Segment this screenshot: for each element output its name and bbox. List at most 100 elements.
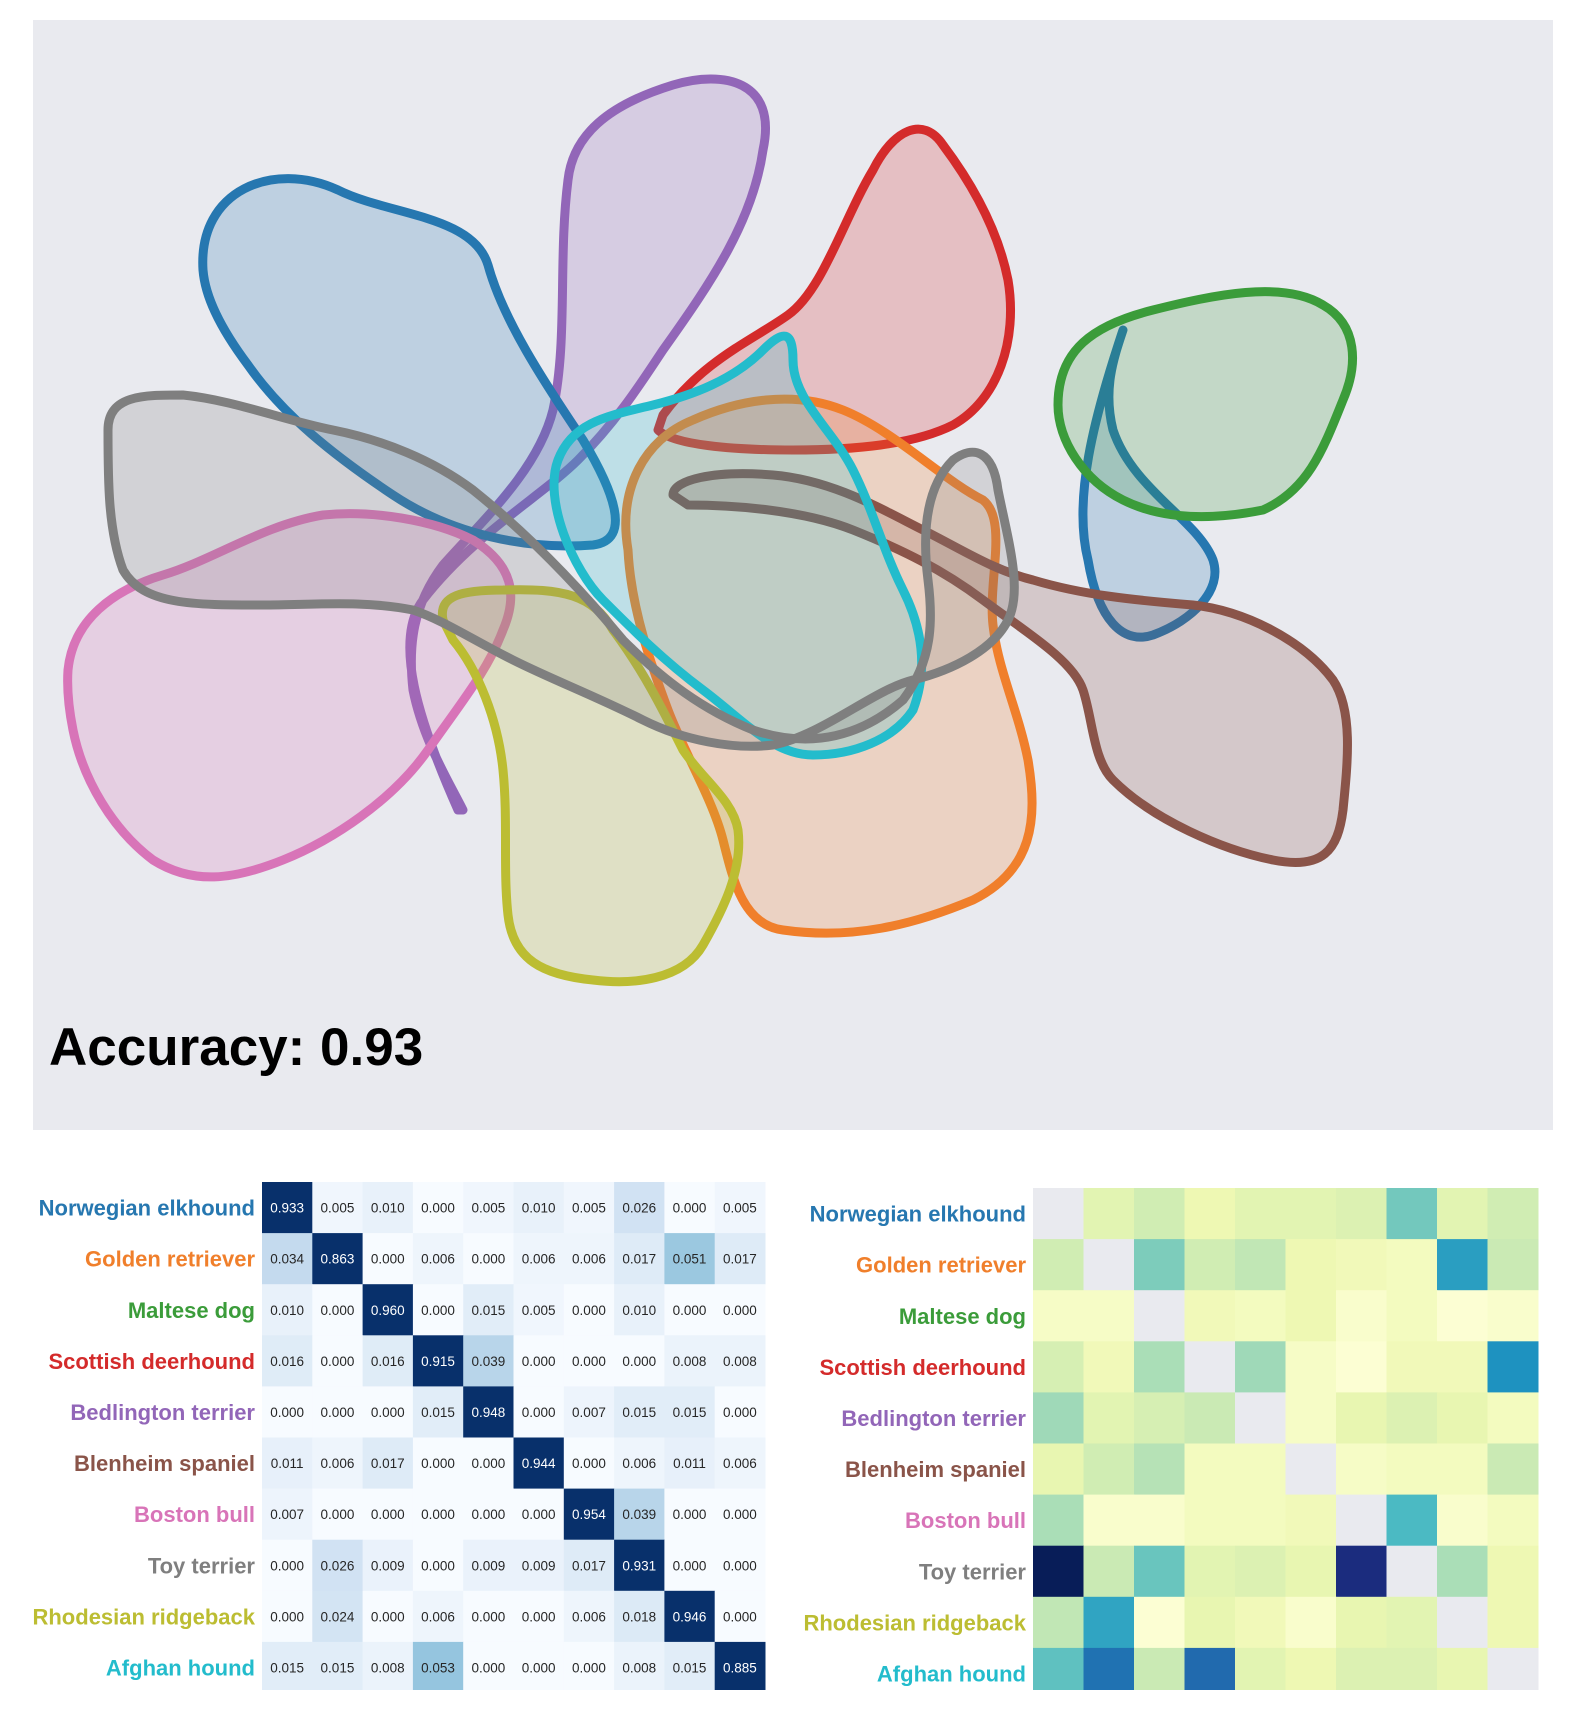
cm-cell-value: 0.000	[421, 1507, 455, 1522]
heat-cell-masked	[1235, 1392, 1286, 1444]
cm-cell	[614, 1233, 665, 1285]
cm-cell	[262, 1641, 313, 1690]
heat-cell	[1437, 1188, 1488, 1240]
cm-cell	[664, 1437, 716, 1490]
cm-cell	[563, 1641, 615, 1690]
heat-cell	[1083, 1341, 1135, 1393]
cm-cell	[463, 1488, 514, 1541]
cm-cell-value: 0.000	[471, 1507, 505, 1522]
cm-cell-value: 0.000	[522, 1609, 556, 1624]
heat-cell	[1285, 1188, 1337, 1240]
heat-cell	[1336, 1290, 1387, 1342]
heat-row-label-maltese-dog: Maltese dog	[899, 1304, 1026, 1329]
heat-cell	[1437, 1545, 1488, 1598]
heat-cell	[1083, 1290, 1135, 1342]
cm-cell-value: 0.010	[622, 1303, 656, 1318]
heat-cell	[1134, 1545, 1185, 1598]
cm-cell-value: 0.000	[572, 1354, 606, 1369]
cm-cell-value: 0.034	[270, 1252, 304, 1267]
cm-cell-value: 0.000	[471, 1252, 505, 1267]
cm-cell-value: 0.005	[321, 1201, 355, 1216]
cm-cell-value: 0.017	[572, 1558, 606, 1573]
cm-cell-value: 0.000	[572, 1660, 606, 1675]
heat-cell	[1285, 1392, 1337, 1444]
cm-cell	[563, 1488, 615, 1541]
cm-cell	[312, 1284, 364, 1336]
cm-cell-value: 0.944	[522, 1456, 556, 1471]
cm-cell	[513, 1539, 565, 1592]
cm-cell	[362, 1437, 414, 1490]
cm-cell-value: 0.005	[471, 1201, 505, 1216]
cm-cell	[362, 1182, 414, 1234]
confusion-matrix-row-labels: Norwegian elkhound Golden retriever Maltes…	[32, 1196, 255, 1681]
cm-cell-value: 0.000	[471, 1660, 505, 1675]
cm-cell	[664, 1641, 716, 1690]
heat-cell	[1184, 1443, 1236, 1496]
heat-cell-masked	[1285, 1443, 1337, 1496]
cm-cell-value: 0.000	[723, 1507, 757, 1522]
cm-cell-value: 0.000	[421, 1303, 455, 1318]
cm-cell	[463, 1284, 514, 1336]
heat-cell	[1437, 1647, 1488, 1690]
cm-cell	[664, 1386, 716, 1438]
heat-cell	[1033, 1392, 1084, 1444]
region-afghan-hound	[549, 331, 927, 760]
cm-cell-value: 0.000	[673, 1303, 707, 1318]
cm-cell-value: 0.017	[723, 1252, 757, 1267]
heat-cell	[1336, 1188, 1387, 1240]
cm-row-label-rhodesian-ridgeback: Rhodesian ridgeback	[32, 1604, 255, 1629]
cm-cell	[463, 1539, 514, 1592]
cm-cell	[664, 1488, 716, 1541]
cm-cell-value: 0.000	[421, 1558, 455, 1573]
cm-cell	[614, 1641, 665, 1690]
cm-cell-value: 0.885	[723, 1660, 757, 1675]
heat-cell	[1437, 1494, 1488, 1547]
cm-cell-value: 0.005	[572, 1201, 606, 1216]
heat-cell	[1487, 1290, 1539, 1342]
cm-cell-value: 0.954	[572, 1507, 606, 1522]
heat-cell	[1285, 1494, 1337, 1547]
cm-cell	[463, 1437, 514, 1490]
heat-cell	[1083, 1545, 1135, 1598]
cm-cell	[262, 1539, 313, 1592]
heat-cell-masked	[1033, 1188, 1084, 1240]
cm-cell-value: 0.000	[321, 1303, 355, 1318]
heat-cell-masked	[1134, 1290, 1185, 1342]
cm-cell	[714, 1233, 766, 1285]
cm-cell-value: 0.008	[673, 1354, 707, 1369]
heat-cell	[1487, 1239, 1539, 1291]
heat-cell	[1285, 1239, 1337, 1291]
cm-cell-value: 0.933	[270, 1201, 304, 1216]
cm-cell-value: 0.009	[371, 1558, 405, 1573]
heat-cell	[1083, 1647, 1135, 1690]
region-plot: Accuracy: 0.93	[33, 20, 1553, 1130]
heat-cell	[1487, 1443, 1539, 1496]
heat-cell	[1033, 1647, 1084, 1690]
cm-cell	[664, 1590, 716, 1643]
cm-cell	[513, 1488, 565, 1541]
cm-cell-value: 0.000	[723, 1303, 757, 1318]
cm-cell-value: 0.016	[270, 1354, 304, 1369]
cm-cell-value: 0.946	[673, 1609, 707, 1624]
cm-cell-value: 0.005	[723, 1201, 757, 1216]
cm-cell	[664, 1182, 716, 1234]
heat-cell	[1184, 1290, 1236, 1342]
heat-cell	[1184, 1596, 1236, 1649]
cm-cell	[262, 1386, 313, 1438]
cm-row-label-afghan-hound: Afghan hound	[106, 1655, 255, 1680]
cm-cell-value: 0.026	[321, 1558, 355, 1573]
cm-cell	[513, 1641, 565, 1690]
cm-cell	[513, 1437, 565, 1490]
heat-cell	[1184, 1392, 1236, 1444]
cm-cell-value: 0.000	[673, 1201, 707, 1216]
cm-cell-value: 0.000	[321, 1354, 355, 1369]
region-norwegian-elkhound	[198, 174, 1220, 642]
heat-cell	[1134, 1188, 1185, 1240]
cm-cell-value: 0.000	[572, 1303, 606, 1318]
cm-cell-value: 0.000	[270, 1405, 304, 1420]
heat-cell	[1487, 1494, 1539, 1547]
cm-cell-value: 0.007	[572, 1405, 606, 1420]
cm-cell-value: 0.039	[471, 1354, 505, 1369]
cm-cell	[312, 1488, 364, 1541]
cm-cell	[412, 1437, 464, 1490]
